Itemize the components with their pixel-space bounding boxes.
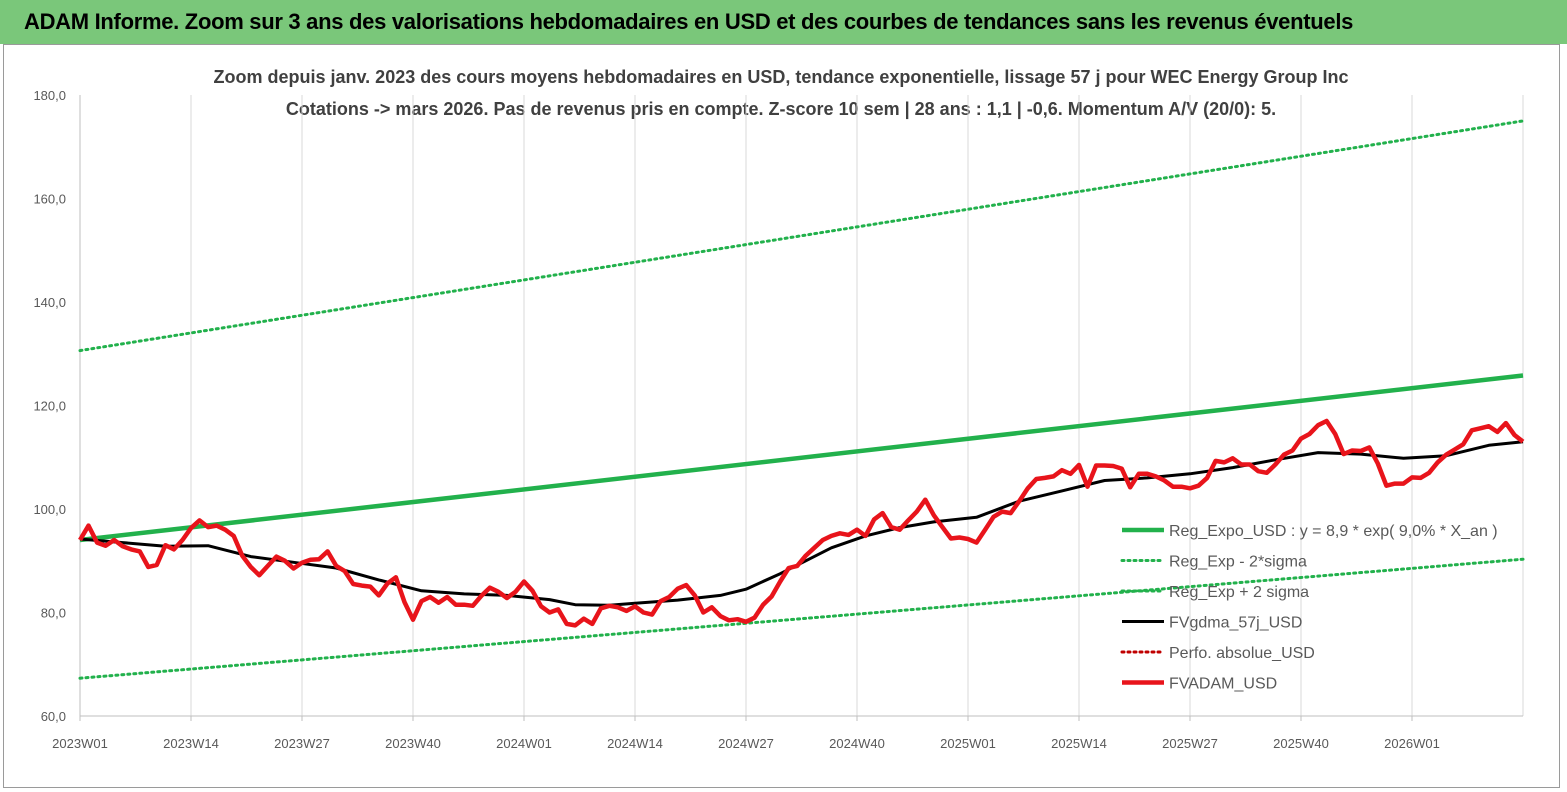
x-tick-label: 2023W27 [274,736,330,751]
banner-title: ADAM Informe. Zoom sur 3 ans des valoris… [24,9,1354,34]
x-tick-label: 2025W01 [940,736,996,751]
y-tick-label: 60,0 [41,709,66,724]
y-tick-label: 160,0 [33,192,66,207]
x-tick-label: 2025W27 [1162,736,1218,751]
x-tick-label: 2023W01 [52,736,108,751]
y-tick-label: 80,0 [41,606,66,621]
series-line-2 [78,119,1525,353]
legend: Reg_Expo_USD : y = 8,9 * exp( 9,0% * X_a… [1120,523,1498,693]
chart-title-line2: Cotations -> mars 2026. Pas de revenus p… [286,99,1276,119]
legend-label: Reg_Expo_USD : y = 8,9 * exp( 9,0% * X_a… [1169,523,1498,540]
legend-label: FVADAM_USD [1169,676,1277,693]
series-line-0 [79,373,1524,543]
chart-title-line1: Zoom depuis janv. 2023 des cours moyens … [214,67,1349,87]
legend-label: Reg_Exp + 2 sigma [1169,584,1309,601]
y-tick-label: 180,0 [33,88,66,103]
axes: 60,0 80,0 100,0 120,0 140,0 160,0 180,0 2023W01… [33,88,1523,751]
x-tick-label: 2023W14 [163,736,219,751]
legend-label: Reg_Exp - 2*sigma [1169,554,1307,571]
x-tick-label: 2026W01 [1384,736,1440,751]
x-tick-label: 2024W14 [607,736,663,751]
x-tick-label: 2024W40 [829,736,885,751]
report-banner: ADAM Informe. Zoom sur 3 ans des valoris… [0,0,1567,44]
x-tick-label: 2023W40 [385,736,441,751]
grid [190,95,1524,716]
series-lines [78,119,1525,680]
x-tick-label: 2024W27 [718,736,774,751]
legend-label: FVgdma_57j_USD [1169,615,1302,632]
series-line-5 [78,418,1525,628]
y-tick-label: 140,0 [33,295,66,310]
x-tick-label: 2024W01 [496,736,552,751]
x-tick-label: 2025W14 [1051,736,1107,751]
series-line-1 [78,557,1525,680]
legend-label: Perfo. absolue_USD [1169,645,1315,662]
x-tick-label: 2025W40 [1273,736,1329,751]
y-tick-label: 100,0 [33,502,66,517]
y-tick-label: 120,0 [33,399,66,414]
